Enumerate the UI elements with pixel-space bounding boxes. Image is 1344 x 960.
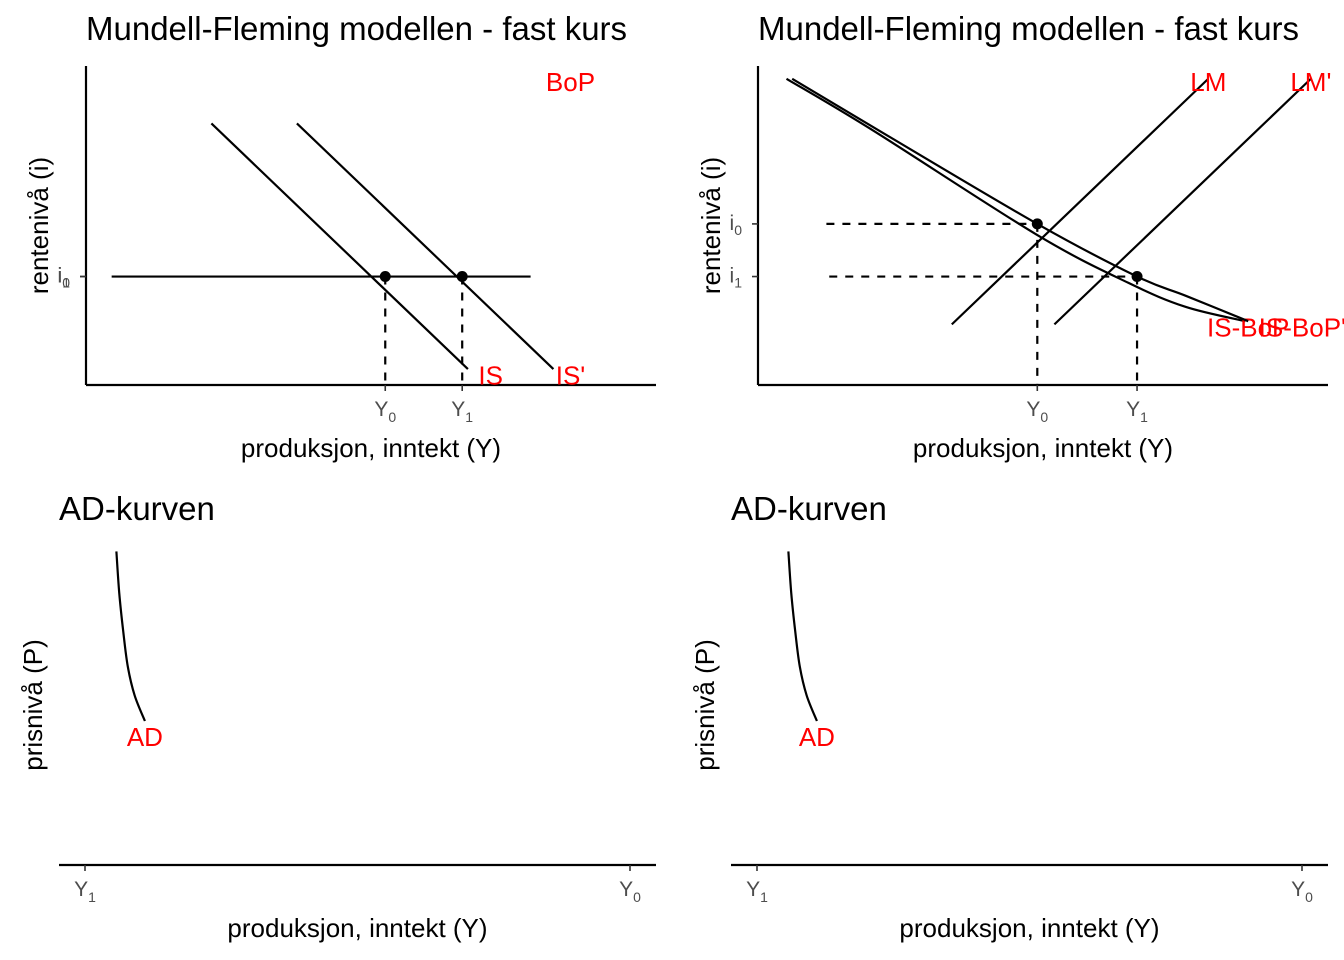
y-tick-label: i1	[730, 265, 743, 291]
x-tick-label: Y1	[74, 878, 96, 905]
series-line-is-bop	[785, 77, 1246, 323]
series-label: IS	[478, 360, 503, 390]
chart-title: AD-kurven	[59, 490, 215, 527]
x-tick-label: Y1	[746, 878, 768, 905]
x-tick-label: Y0	[374, 398, 396, 425]
series-line-is	[296, 122, 555, 370]
x-axis-title: produksjon, inntekt (Y)	[913, 433, 1173, 463]
series-line-ad	[115, 551, 146, 722]
series-label: IS-BoP	[1207, 313, 1289, 343]
series-label: AD	[127, 722, 163, 752]
series-label: IS'	[556, 360, 586, 390]
y-tick-label: i0	[58, 265, 71, 291]
equilibrium-point	[1031, 218, 1043, 230]
y-tick-label: i1	[58, 265, 71, 291]
chart-panel-3: AD-kurven produksjon, inntekt (Y) prisnivå…	[18, 490, 656, 943]
x-tick-label: Y0	[619, 878, 641, 905]
chart-panel-1: Mundell-Fleming modellen - fast kurs prod…	[24, 10, 656, 463]
series-line-is	[210, 122, 469, 370]
equilibrium-point	[379, 271, 391, 283]
y-axis-title: prisnivå (P)	[690, 639, 720, 770]
y-axis-title: rentenivå (i)	[24, 157, 54, 294]
series-label: AD	[799, 722, 835, 752]
series-line-ad	[787, 551, 818, 722]
equilibrium-point	[456, 271, 468, 283]
x-tick-label: Y1	[1126, 398, 1148, 425]
series-label: LM	[1190, 67, 1226, 97]
chart-title: AD-kurven	[731, 490, 887, 527]
x-axis-title: produksjon, inntekt (Y)	[241, 433, 501, 463]
y-axis-title: prisnivå (P)	[18, 639, 48, 770]
series-label: LM'	[1290, 67, 1331, 97]
x-tick-label: Y1	[451, 398, 473, 425]
y-axis-title: rentenivå (i)	[696, 157, 726, 294]
equilibrium-point	[1131, 271, 1143, 283]
series-line-is-bop	[791, 77, 1249, 323]
series-label: IS-BoP'	[1259, 313, 1344, 343]
x-axis-title: produksjon, inntekt (Y)	[227, 913, 487, 943]
chart-panel-4: AD-kurven produksjon, inntekt (Y) prisnivå…	[690, 490, 1328, 943]
x-tick-label: Y0	[1026, 398, 1048, 425]
series-line-lm	[1053, 77, 1312, 326]
y-tick-label: i0	[730, 212, 743, 238]
chart-panel-2: Mundell-Fleming modellen - fast kurs prod…	[696, 10, 1344, 463]
chart-title: Mundell-Fleming modellen - fast kurs	[758, 10, 1299, 47]
x-tick-label: Y0	[1291, 878, 1313, 905]
series-line-lm	[951, 77, 1210, 326]
series-label: BoP	[546, 67, 595, 97]
chart-title: Mundell-Fleming modellen - fast kurs	[86, 10, 627, 47]
x-axis-title: produksjon, inntekt (Y)	[899, 913, 1159, 943]
